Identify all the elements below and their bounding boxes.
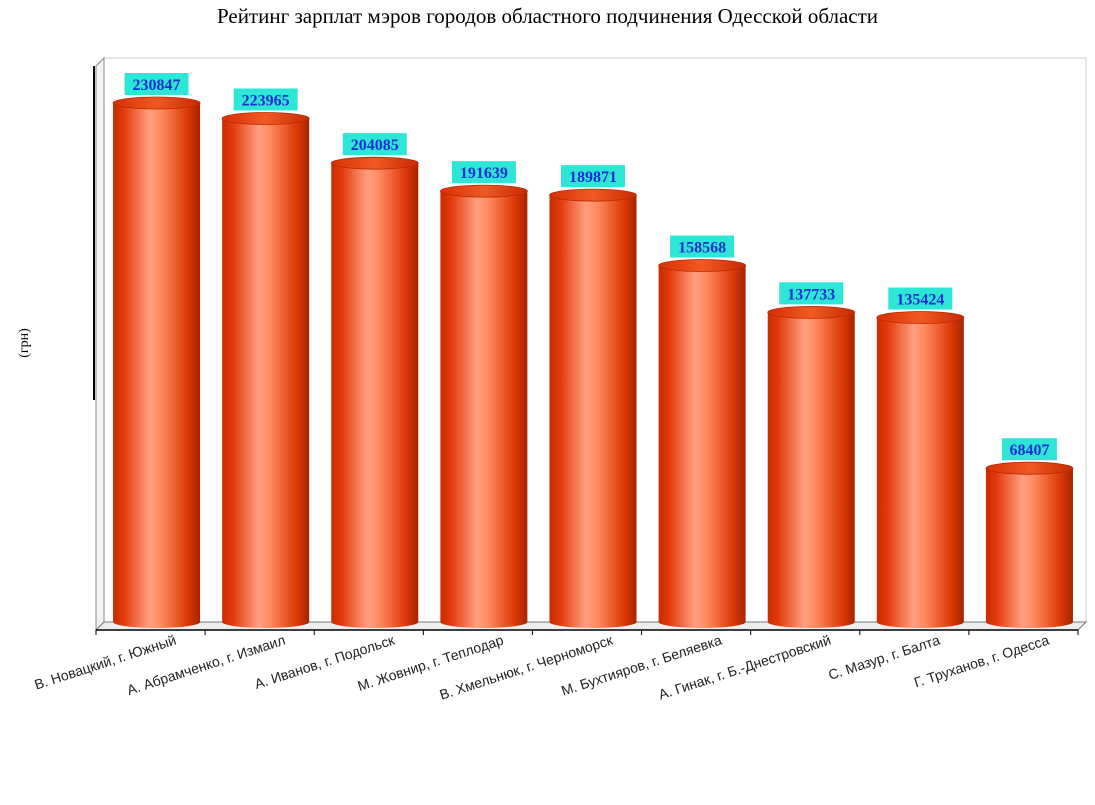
bar-cap xyxy=(112,96,201,110)
bar xyxy=(221,112,310,628)
data-label-text: 204085 xyxy=(351,137,399,154)
data-label-bg xyxy=(451,161,516,184)
data-label-text: 158568 xyxy=(678,240,726,257)
bar xyxy=(439,184,528,628)
data-label-bg xyxy=(233,88,298,111)
bar-cap xyxy=(549,188,637,202)
data-label-text: 230847 xyxy=(133,77,181,94)
chart-title: Рейтинг зарплат мэров городов областного… xyxy=(216,4,879,28)
bar-cap xyxy=(985,461,1074,475)
data-label: 137733 xyxy=(779,282,844,305)
bar-body xyxy=(222,118,310,628)
data-label: 135424 xyxy=(888,287,953,310)
data-label-text: 223965 xyxy=(242,92,290,109)
bar xyxy=(330,156,419,628)
data-label-bg xyxy=(888,287,953,310)
bar-body xyxy=(113,103,201,628)
value-labels-group: 230847 223965 204085 191639 189871 158568 1377… xyxy=(124,73,1057,461)
data-label: 204085 xyxy=(342,133,407,156)
data-label-bg xyxy=(670,235,735,258)
data-label-text: 137733 xyxy=(787,286,835,303)
bar-body xyxy=(876,317,964,628)
data-label: 223965 xyxy=(233,88,298,111)
data-label-bg xyxy=(342,133,407,156)
bar xyxy=(658,259,747,628)
bars-group xyxy=(112,96,1074,629)
bar-cap xyxy=(330,156,419,170)
bar-body xyxy=(658,265,746,628)
data-label: 158568 xyxy=(670,235,735,258)
data-label-bg xyxy=(1001,438,1057,461)
data-label-text: 68407 xyxy=(1009,442,1049,459)
bar-body xyxy=(767,312,855,628)
data-label: 189871 xyxy=(561,165,625,188)
bar-cap xyxy=(876,311,965,324)
bar-cap xyxy=(658,259,747,272)
data-label: 191639 xyxy=(451,161,516,184)
bar xyxy=(112,96,201,628)
bar-cap xyxy=(767,305,856,319)
bar xyxy=(985,461,1074,628)
bar-body xyxy=(549,195,637,629)
data-label: 68407 xyxy=(1001,438,1057,461)
data-label-bg xyxy=(779,282,844,305)
x-tick-label: В. Хмельнюк, г. Черноморск xyxy=(437,631,615,702)
bar xyxy=(549,188,637,629)
data-label-text: 135424 xyxy=(896,292,944,309)
bar-cap xyxy=(221,112,310,125)
data-label-text: 189871 xyxy=(569,169,617,186)
bar xyxy=(876,311,965,628)
bar-body xyxy=(331,163,419,628)
bar xyxy=(767,305,856,628)
plot-side-wall xyxy=(95,56,105,632)
data-label-bg xyxy=(124,73,189,95)
bar-cap xyxy=(439,184,528,198)
bar-body xyxy=(440,191,528,628)
bar-body xyxy=(985,468,1073,628)
data-label-bg xyxy=(561,165,625,188)
data-label-text: 191639 xyxy=(460,165,508,182)
data-label: 230847 xyxy=(124,73,189,95)
